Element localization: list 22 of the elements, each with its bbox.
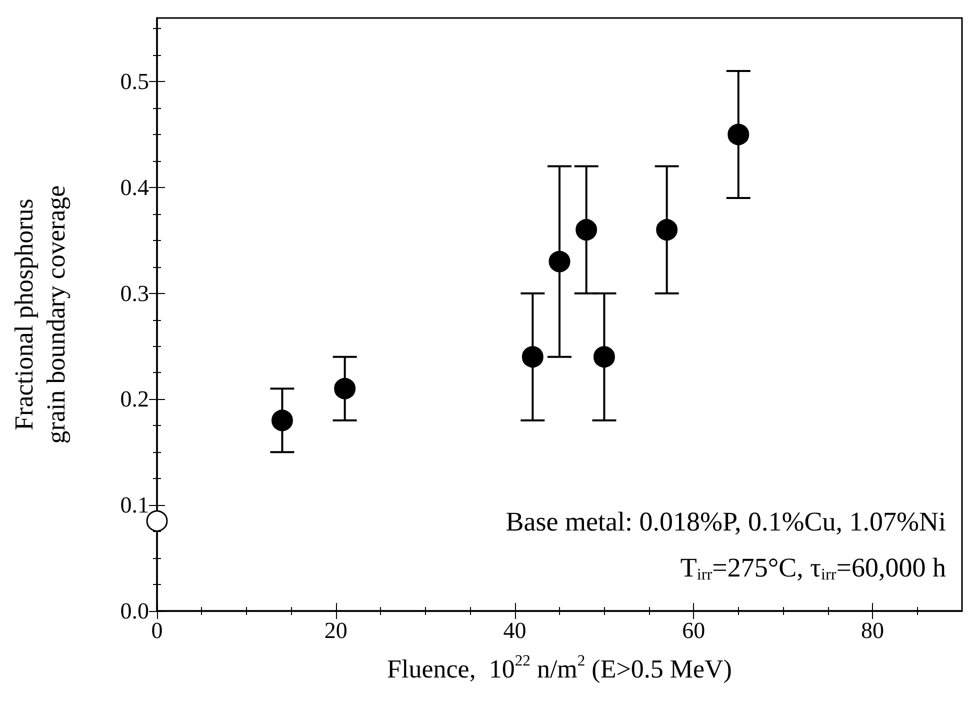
y-axis-title: Fractional phosphorus grain boundary coverage [10, 185, 70, 444]
y-tick-label: 0.5 [120, 69, 149, 94]
y-tick-label: 0.4 [120, 174, 150, 200]
x-tick-label: 40 [503, 618, 526, 643]
point [728, 124, 750, 146]
point [271, 410, 293, 432]
point [593, 346, 615, 368]
point [576, 219, 598, 241]
y-tick-label: 0.1 [120, 492, 149, 518]
point [334, 378, 356, 400]
x-tick-label: 60 [682, 618, 706, 643]
point [548, 250, 570, 272]
x-tick-label: 20 [324, 618, 348, 643]
y-tick-label: 0.0 [120, 598, 149, 624]
y-tick-label: 0.3 [120, 280, 149, 306]
annotation: Base metal: 0.018%P, 0.1%Cu, 1.07%Ni [506, 506, 946, 536]
x-tick-label: 80 [861, 618, 884, 643]
point [522, 346, 544, 368]
point [656, 219, 678, 241]
x-tick-label: 0 [151, 618, 163, 643]
y-tick-label: 0.2 [120, 386, 149, 412]
point [146, 510, 168, 532]
